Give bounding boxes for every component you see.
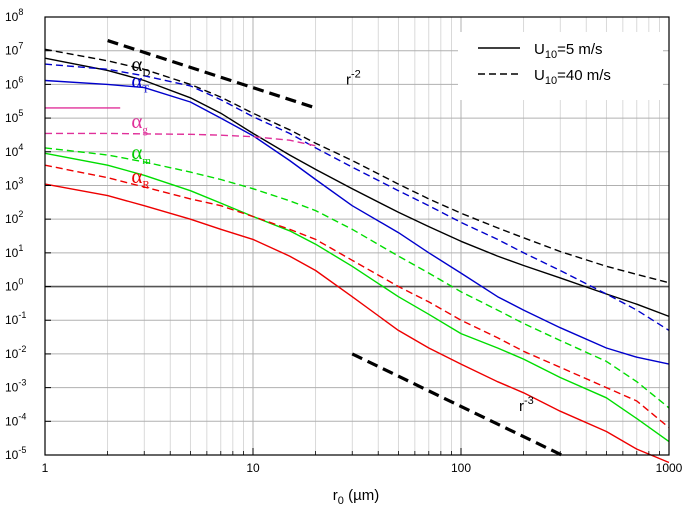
slope-guide-label: r-2 (346, 68, 361, 88)
y-tick-label: 10-2 (5, 344, 26, 361)
x-axis-title: r0 (µm) (333, 487, 379, 507)
curve-label-alpha: αR (131, 164, 150, 191)
legend-label: U10=5 m/s (534, 41, 603, 61)
x-tick-label: 1 (42, 461, 49, 475)
x-tick-label: 100 (451, 461, 471, 475)
x-tick-label: 1000 (656, 461, 683, 475)
slope-guide-line (107, 39, 317, 110)
y-tick-label: 10-1 (5, 310, 26, 327)
curve-label-alpha: αT (131, 69, 149, 96)
series-line (44, 63, 670, 331)
curves (44, 48, 670, 464)
y-tick-label: 10-4 (5, 411, 26, 428)
y-tick-label: 105 (5, 108, 23, 125)
plot-border (44, 16, 670, 456)
series-line (44, 48, 670, 284)
series-line (44, 147, 670, 409)
y-tick-label: 108 (5, 7, 23, 24)
y-tick-label: 10-3 (5, 378, 26, 395)
legend-label: U10=40 m/s (534, 67, 611, 87)
series-line (44, 164, 670, 429)
y-tick-label: 103 (5, 175, 23, 192)
legend: U10=5 m/s U10=40 m/s (458, 32, 663, 100)
slope-guides: r-2 r-3 (107, 39, 564, 458)
slope-guide-line (351, 352, 564, 458)
x-tick-label: 10 (246, 461, 260, 475)
series-line (44, 152, 670, 443)
y-tick-label: 100 (5, 277, 23, 294)
y-tick-label: 107 (5, 41, 23, 58)
slope-guide-label: r-3 (519, 395, 534, 415)
y-tick-label: 101 (5, 243, 23, 260)
curve-label-alpha: αg (131, 109, 148, 136)
y-tick-label: 10-5 (5, 445, 26, 462)
series-line (45, 132, 316, 147)
series-line (44, 79, 670, 365)
axis-tick-labels: 1 10 100 1000 10-5 10-4 10-3 10-2 10-1 100 101 102 1… (5, 7, 683, 475)
y-tick-label: 102 (5, 209, 23, 226)
y-tick-label: 104 (5, 142, 23, 159)
curve-label-alpha: αm (131, 140, 151, 167)
legend-box (458, 32, 663, 100)
series-line (44, 57, 670, 318)
plot-frame (44, 16, 670, 456)
y-tick-label: 106 (5, 74, 23, 91)
series-line (44, 183, 670, 464)
curve-label-alpha: αD (131, 52, 150, 79)
